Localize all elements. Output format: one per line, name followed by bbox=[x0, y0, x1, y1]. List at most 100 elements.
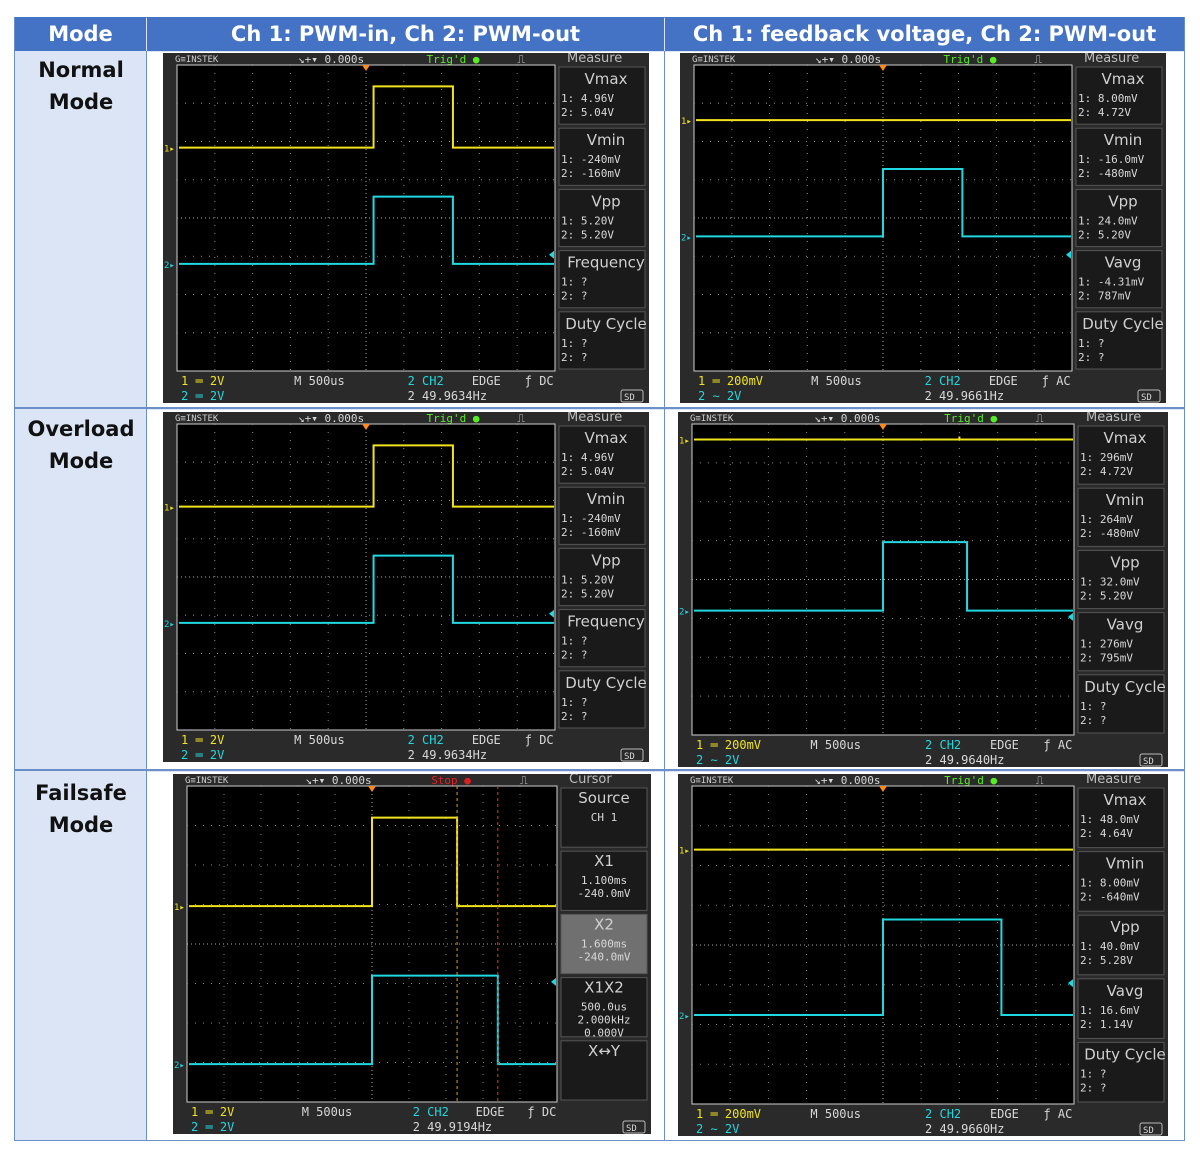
panel-title-0: Vmax bbox=[1102, 70, 1145, 88]
trigger-status: Trig'd ● bbox=[426, 412, 479, 425]
trigger-level-marker bbox=[549, 250, 554, 259]
ch2-scale: 2 ∼ 2V bbox=[698, 389, 741, 403]
panel-title-1: X1 bbox=[594, 852, 614, 870]
panel-box-4 bbox=[560, 1040, 648, 1101]
ch1-scale: 1 ═ 200mV bbox=[696, 1107, 761, 1121]
ch2-scale: 2 ═ 2V bbox=[181, 389, 224, 403]
panel-title-2: Vpp bbox=[591, 551, 620, 569]
ch2-trace bbox=[696, 168, 1071, 238]
panel-value-3-c: 0.000V bbox=[584, 1027, 624, 1040]
panel-value-4-ch2: 2: ? bbox=[561, 351, 588, 364]
panel-box-3 bbox=[558, 250, 646, 309]
panel-value-3-ch2: 2: 1.14V bbox=[1080, 1018, 1133, 1031]
trigger-time: ↘+▾ 0.000s bbox=[814, 412, 880, 425]
ch2-trace-marker: 2▸ bbox=[164, 261, 175, 271]
ch1-trace-marker: 1▸ bbox=[679, 437, 690, 447]
panel-title-1: Vmin bbox=[1106, 491, 1145, 509]
trigger-status: Trig'd ● bbox=[944, 774, 997, 787]
panel-box-2 bbox=[558, 188, 646, 248]
header-mode: Mode bbox=[15, 17, 146, 51]
panel-title-4: X↔Y bbox=[588, 1042, 621, 1060]
panel-title-1: Vmin bbox=[587, 490, 626, 508]
panel-title-1: Vmin bbox=[1106, 855, 1145, 873]
sd-card-icon bbox=[620, 748, 644, 762]
panel-value-0-ch1: 1: 48.0mV bbox=[1080, 813, 1140, 826]
trigger-position-marker bbox=[362, 424, 370, 430]
panel-box-1 bbox=[1075, 127, 1163, 186]
row-label-failsafe: Failsafe Mode bbox=[35, 781, 127, 837]
trigger-type: EDGE bbox=[989, 374, 1018, 388]
panel-title-0: Vmax bbox=[585, 429, 628, 447]
panel-value-1-ch2: 2: -640mV bbox=[1080, 891, 1140, 904]
panel-value-1-ch1: 1: 8.00mV bbox=[1080, 877, 1140, 890]
panel-value-2-ch2: 2: 5.20V bbox=[561, 228, 614, 241]
panel-title: Measure bbox=[567, 53, 622, 66]
panel-value-1-ch1: 1: -240mV bbox=[561, 153, 621, 166]
panel-value-0-ch2: 2: 4.64V bbox=[1080, 827, 1133, 840]
ch2-scale: 2 ═ 2V bbox=[191, 1120, 234, 1134]
ch2-trace-marker: 2▸ bbox=[679, 1012, 690, 1022]
ch1-trace bbox=[179, 444, 554, 508]
trigger-level-marker bbox=[549, 609, 554, 618]
ch2-trace bbox=[179, 195, 554, 265]
ch2-trace-marker: 2▸ bbox=[681, 233, 692, 243]
panel-title-3: Vavg bbox=[1105, 254, 1142, 272]
brand-label: G≡INSTEK bbox=[690, 776, 734, 786]
panel-value-4-ch2: 2: ? bbox=[1080, 714, 1107, 727]
panel-value-4-ch2: 2: ? bbox=[561, 710, 588, 723]
trigger-status: Trig'd ● bbox=[944, 412, 997, 425]
trigger-type: EDGE bbox=[476, 1105, 505, 1119]
panel-title-0: Vmax bbox=[1104, 429, 1147, 447]
header-col-pwm: Ch 1: PWM-in, Ch 2: PWM-out bbox=[147, 17, 664, 51]
panel-value-0-ch2: 2: 4.72V bbox=[1078, 106, 1131, 119]
trigger-source: 2 CH2 bbox=[413, 1105, 449, 1119]
ch2-trace bbox=[189, 974, 556, 1066]
trigger-coupling: ƒ AC bbox=[1042, 374, 1071, 388]
panel-title-2: Vpp bbox=[1110, 553, 1139, 571]
panel-value-3-ch1: 1: 276mV bbox=[1080, 638, 1133, 651]
panel-title: Measure bbox=[1086, 774, 1141, 787]
panel-box-2 bbox=[560, 913, 648, 975]
sd-card-icon bbox=[622, 1120, 646, 1134]
trigger-frequency: 2 49.9661Hz bbox=[925, 389, 1004, 403]
ch1-trace-marker: 1▸ bbox=[681, 117, 692, 127]
panel-value-2-ch1: 1: 40.0mV bbox=[1080, 940, 1140, 953]
panel-title: Measure bbox=[1084, 53, 1139, 66]
trigger-level-marker bbox=[1068, 612, 1073, 621]
timebase: M 500us bbox=[294, 733, 345, 747]
panel-value-3-ch1: 1: -4.31mV bbox=[1078, 276, 1145, 289]
panel-title-1: Vmin bbox=[587, 131, 626, 149]
ch2-trace-marker: 2▸ bbox=[174, 1061, 185, 1071]
sd-card-icon bbox=[1139, 1122, 1163, 1136]
panel-value-1-ch2: 2: -480mV bbox=[1078, 167, 1138, 180]
panel-value-2-ch1: 1: 24.0mV bbox=[1078, 214, 1138, 227]
sd-card-icon bbox=[620, 389, 644, 403]
trigger-time: ↘+▾ 0.000s bbox=[298, 412, 364, 425]
trigger-source: 2 CH2 bbox=[408, 374, 444, 388]
scope-normal-pwm: G≡INSTEK ↘+▾ 0.000s Trig'd ● ⎍ Measure 1▸ 2▸ Vm… bbox=[163, 53, 649, 403]
ch1-scale: 1 ═ 2V bbox=[181, 733, 224, 747]
panel-box-2 bbox=[1075, 188, 1163, 248]
ch2-scale: 2 ═ 2V bbox=[181, 748, 224, 762]
ch2-trace bbox=[694, 541, 1073, 612]
trigger-edge-icon: ⎍ bbox=[1034, 53, 1042, 66]
scope-overload-pwm: G≡INSTEK ↘+▾ 0.000s Trig'd ● ⎍ Measure 1▸ 2▸ Vm… bbox=[163, 412, 649, 762]
panel-value-3-ch1: 1: 16.6mV bbox=[1080, 1004, 1140, 1017]
panel-box-0 bbox=[1075, 66, 1163, 125]
trigger-type: EDGE bbox=[990, 1107, 1019, 1121]
panel-box-4 bbox=[1077, 674, 1165, 734]
trigger-position-marker bbox=[879, 424, 887, 430]
panel-value-2-ch1: 1: 5.20V bbox=[561, 573, 614, 586]
panel-value-0-ch2: 2: 4.72V bbox=[1080, 465, 1133, 478]
panel-value-0-ch1: 1: 8.00mV bbox=[1078, 92, 1138, 105]
panel-value-3-ch1: 1: ? bbox=[561, 635, 588, 648]
panel-title-3: Vavg bbox=[1107, 982, 1144, 1000]
panel-title: Cursor bbox=[569, 774, 612, 787]
panel-title-3: X1X2 bbox=[584, 979, 624, 997]
panel-title-1: Vmin bbox=[1104, 131, 1143, 149]
ch1-trace bbox=[694, 436, 1073, 441]
panel-title-3: Frequency bbox=[567, 613, 645, 631]
panel-value-1-ch1: 1: -240mV bbox=[561, 512, 621, 525]
timebase: M 500us bbox=[811, 374, 862, 388]
panel-value-2-ch2: 2: 5.20V bbox=[1080, 589, 1133, 602]
